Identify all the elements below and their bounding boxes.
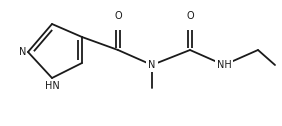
Text: HN: HN xyxy=(45,81,60,91)
Text: O: O xyxy=(114,11,122,21)
Text: N: N xyxy=(19,47,26,57)
Text: N: N xyxy=(148,60,156,70)
Text: NH: NH xyxy=(217,60,231,70)
Text: O: O xyxy=(186,11,194,21)
